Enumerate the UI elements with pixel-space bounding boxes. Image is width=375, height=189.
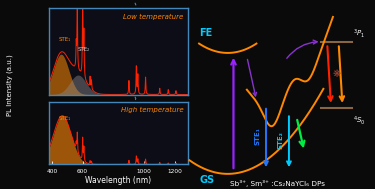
Text: $^4S_0$: $^4S_0$ [353,114,366,127]
X-axis label: Wavelength (nm): Wavelength (nm) [85,176,151,185]
Text: STE₁: STE₁ [58,37,71,42]
FancyArrowPatch shape [287,40,317,58]
Text: STE₂: STE₂ [78,47,90,52]
Text: STE₁: STE₁ [58,115,71,121]
Text: GS: GS [199,175,214,185]
Text: High temperature: High temperature [121,106,183,112]
Text: STE₂: STE₂ [278,131,284,149]
Text: Sb³⁺, Sm³⁺ :Cs₂NaYCl₆ DPs: Sb³⁺, Sm³⁺ :Cs₂NaYCl₆ DPs [230,180,325,187]
Text: Low temperature: Low temperature [123,14,183,20]
Text: $^3P_1$: $^3P_1$ [353,27,365,40]
Text: PL Intensity (a.u.): PL Intensity (a.u.) [6,54,13,116]
Text: ❋: ❋ [333,69,341,79]
Text: STE₁: STE₁ [254,127,260,145]
Text: FE: FE [199,28,212,38]
